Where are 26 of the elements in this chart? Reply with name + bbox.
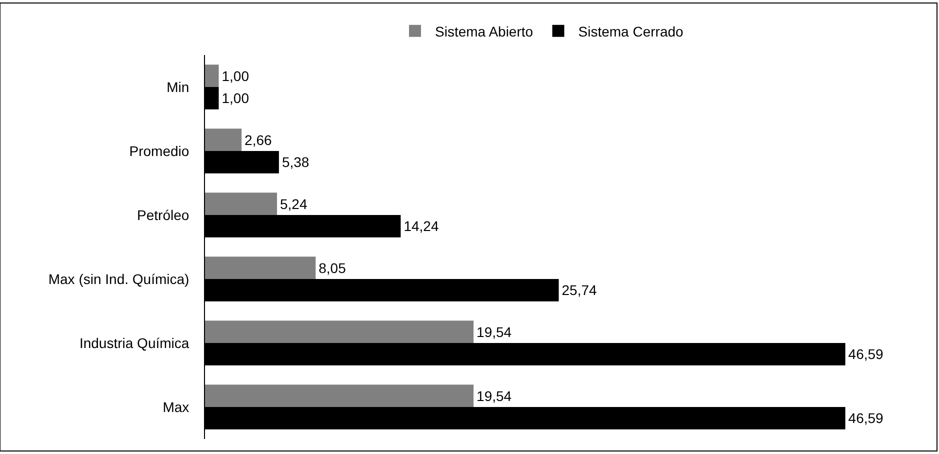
bar xyxy=(205,64,219,87)
data-label: 25,74 xyxy=(562,282,597,298)
bar xyxy=(205,384,474,407)
y-tick-label: Petróleo xyxy=(137,206,190,223)
data-label: 19,54 xyxy=(476,324,512,340)
data-label: 1,00 xyxy=(222,90,250,106)
data-label: 46,59 xyxy=(848,346,884,362)
y-tick-label: Max (sin Ind. Química) xyxy=(48,270,190,287)
data-label: 2,66 xyxy=(244,132,272,148)
data-label: 1,00 xyxy=(222,68,250,84)
data-label: 14,24 xyxy=(404,218,439,234)
data-label: 46,59 xyxy=(848,410,884,426)
bar xyxy=(205,320,474,343)
data-label: 19,54 xyxy=(476,388,512,404)
legend-label: Sistema Cerrado xyxy=(578,23,684,40)
data-label: 5,24 xyxy=(280,196,308,212)
legend-label: Sistema Abierto xyxy=(435,23,534,40)
bar xyxy=(205,192,278,215)
y-tick-label: Promedio xyxy=(129,142,190,159)
data-label: 8,05 xyxy=(318,260,346,276)
y-tick-label: Max xyxy=(162,398,190,415)
y-tick-label: Min xyxy=(166,78,190,95)
y-tick-label: Industria Química xyxy=(79,334,190,351)
bar xyxy=(205,256,316,279)
bar xyxy=(205,128,242,151)
data-label: 5,38 xyxy=(282,154,310,170)
